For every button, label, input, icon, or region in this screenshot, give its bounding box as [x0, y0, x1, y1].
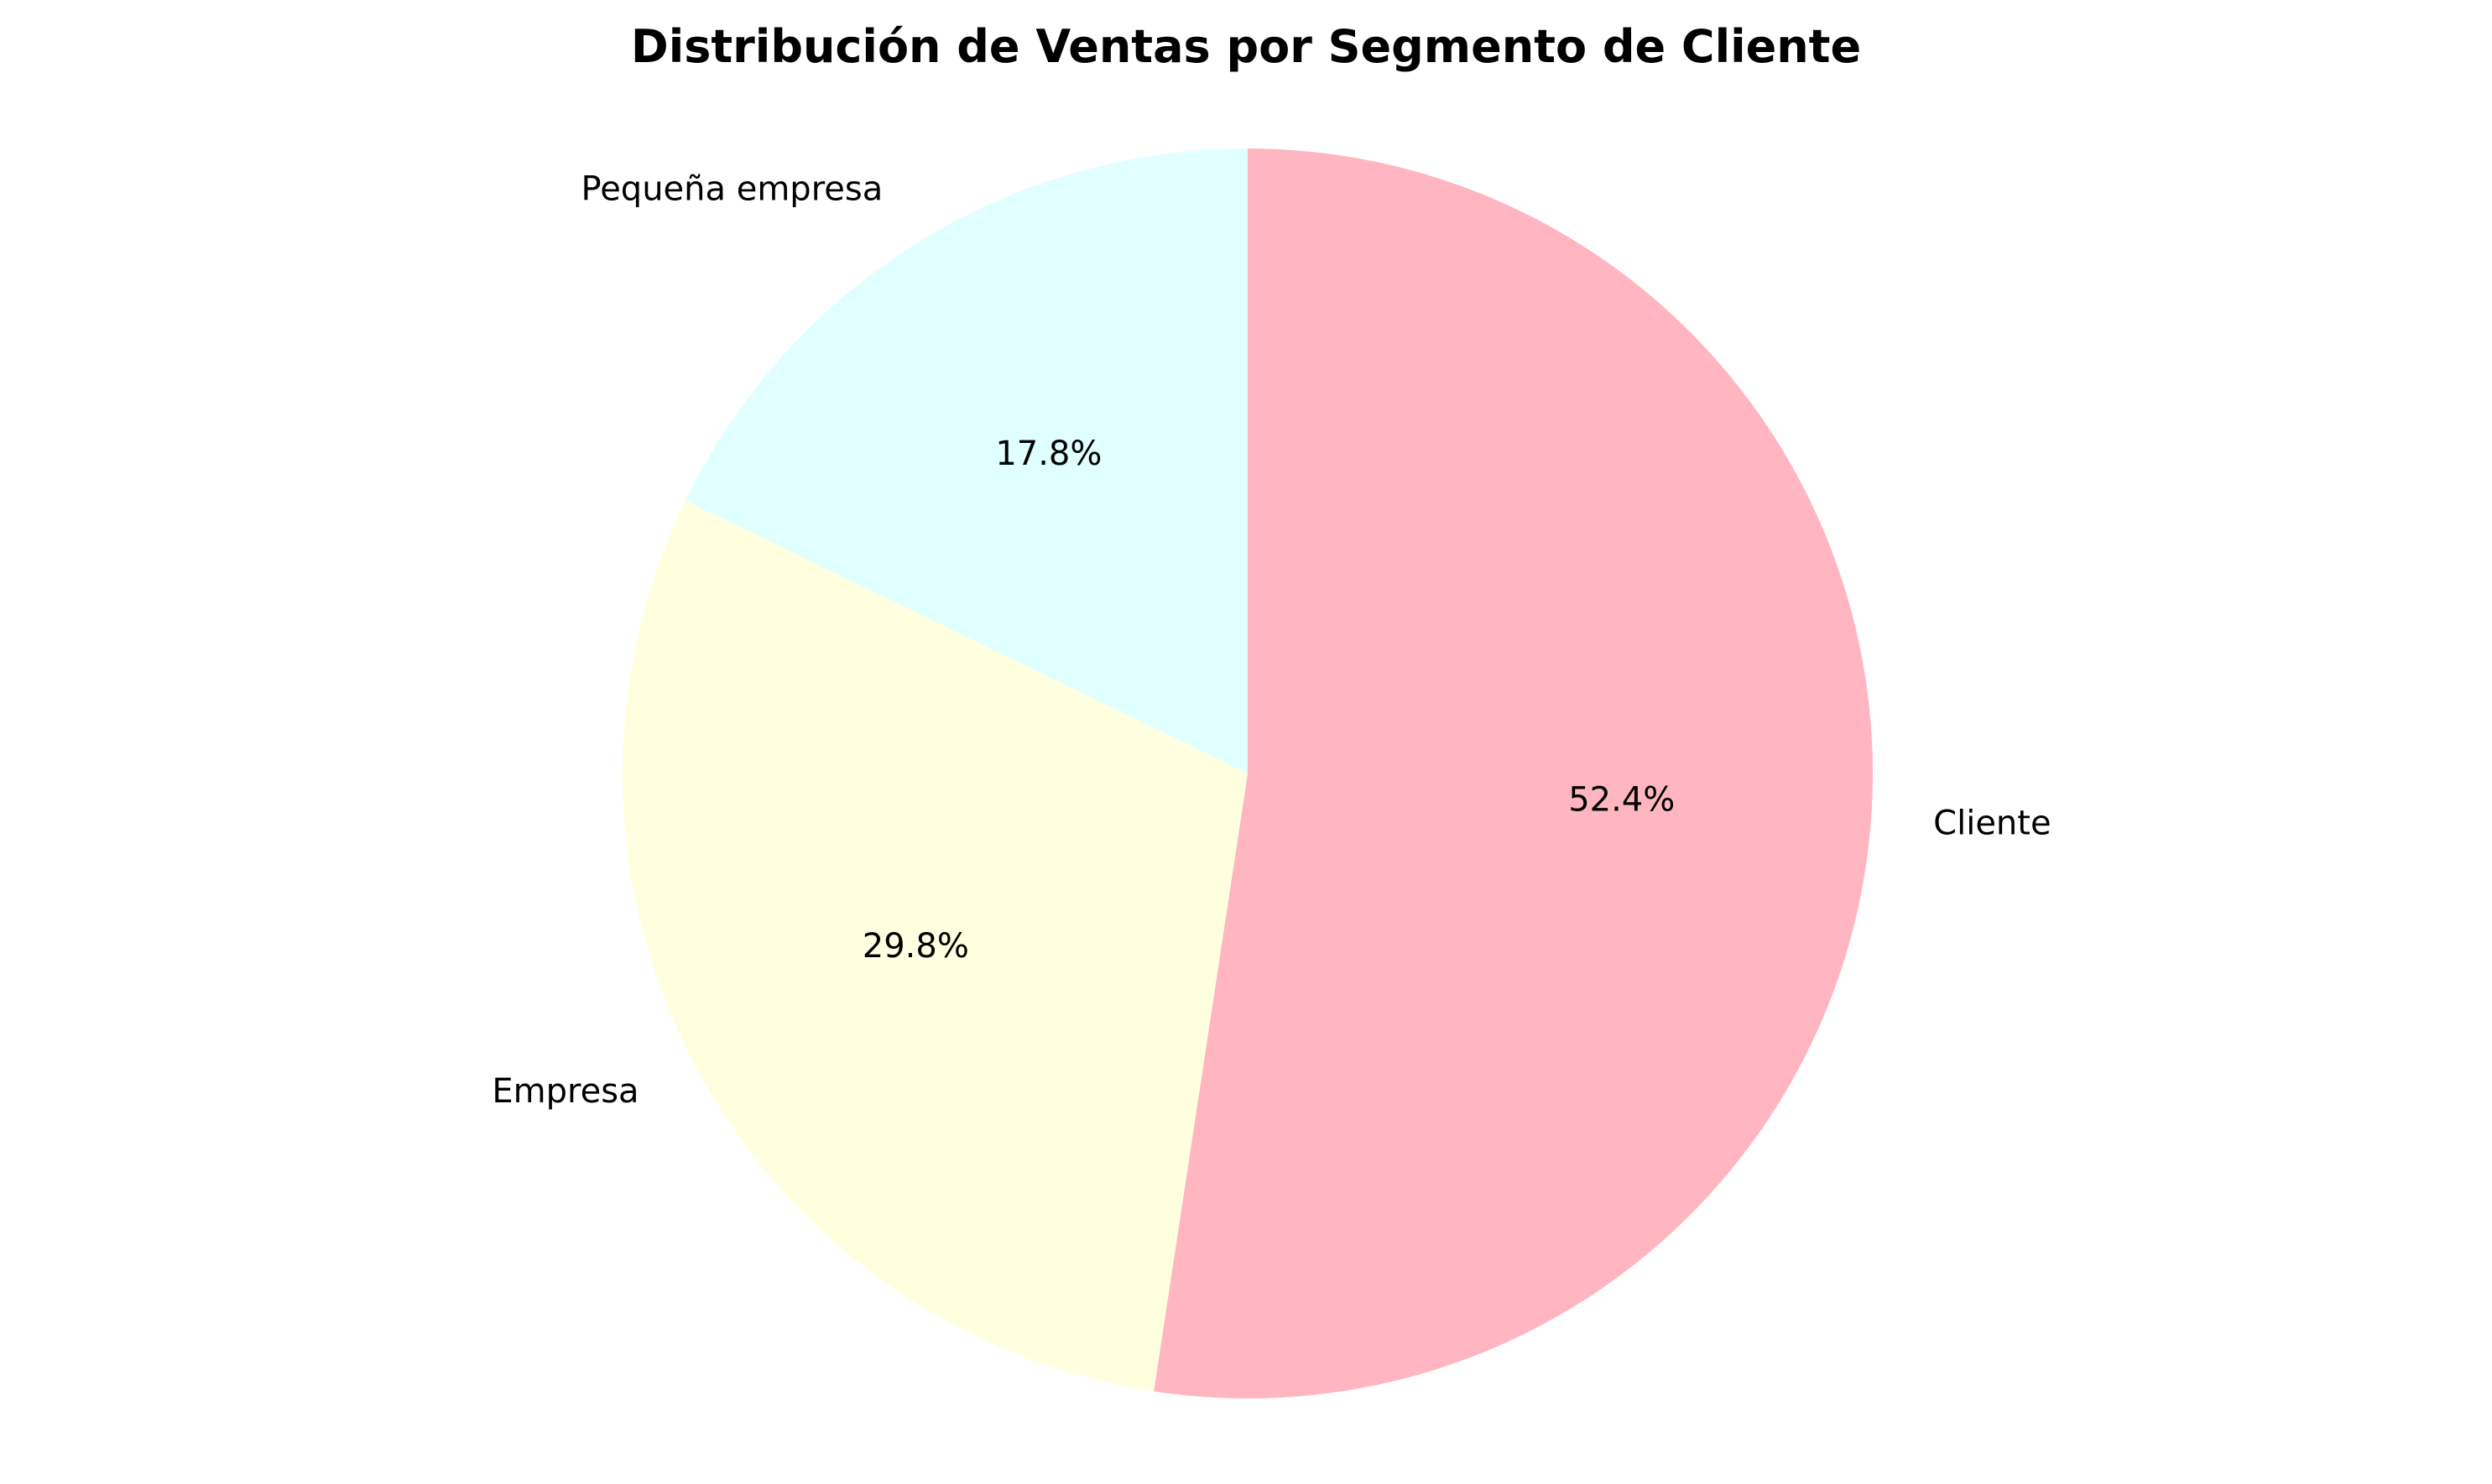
pie-slice-empresa — [623, 500, 1248, 1392]
pie-slice-pequena-empresa — [685, 148, 1248, 773]
slice-label-pequena-empresa: Pequeña empresa — [581, 169, 884, 208]
chart-title: Distribución de Ventas por Segmento de C… — [631, 20, 1861, 73]
slice-label-empresa: Empresa — [492, 1072, 639, 1111]
slice-label-cliente: Cliente — [1933, 804, 2051, 843]
percent-label-empresa: 29.8% — [863, 927, 969, 966]
percent-label-cliente: 52.4% — [1568, 781, 1675, 820]
pie: Cliente 52.4% Empresa 29.8% Pequeña empresa 1… — [492, 148, 2051, 1398]
percent-label-pequena-empresa: 17.8% — [995, 435, 1102, 473]
pie-slice-cliente — [1154, 148, 1874, 1398]
